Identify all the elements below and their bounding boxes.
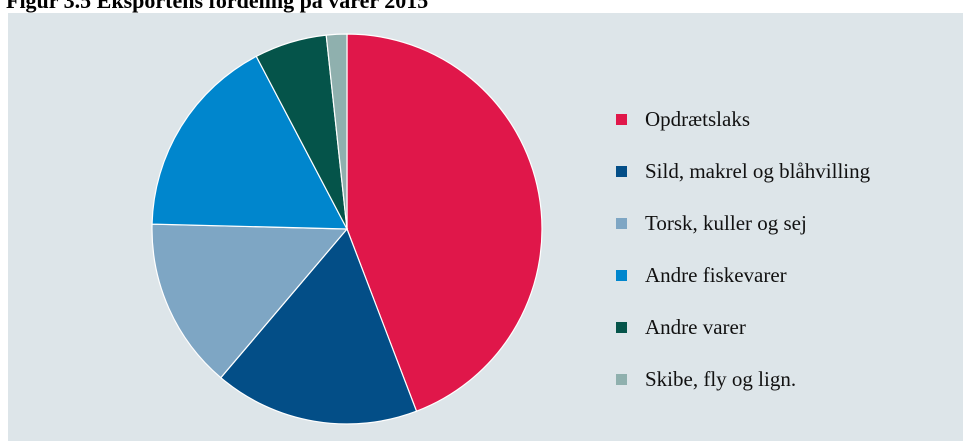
legend-item: Torsk, kuller og sej xyxy=(616,203,870,244)
chart-panel: Opdrætslaks Sild, makrel og blåhvilling To… xyxy=(8,13,963,441)
legend-swatch xyxy=(616,270,627,281)
figure-title: Figur 3.5 Eksportens fordeling på varer … xyxy=(6,0,429,13)
legend-swatch xyxy=(616,218,627,229)
legend-item: Andre varer xyxy=(616,307,870,348)
legend-item: Sild, makrel og blåhvilling xyxy=(616,151,870,192)
pie-slice-6 xyxy=(325,33,348,230)
legend-swatch xyxy=(616,322,627,333)
legend-item: Opdrætslaks xyxy=(616,99,870,140)
pie-slice-3 xyxy=(151,223,349,379)
legend-swatch xyxy=(616,166,627,177)
legend-label: Andre fiskevarer xyxy=(645,263,787,287)
legend-item: Andre fiskevarer xyxy=(616,255,870,296)
legend-label: Andre varer xyxy=(645,315,746,339)
pie-slice-4 xyxy=(151,55,349,230)
pie-chart xyxy=(151,33,543,425)
legend-swatch xyxy=(616,114,627,125)
chart-legend: Opdrætslaks Sild, makrel og blåhvilling To… xyxy=(616,99,870,411)
legend-label: Torsk, kuller og sej xyxy=(645,211,807,235)
legend-label: Sild, makrel og blåhvilling xyxy=(645,159,871,183)
legend-swatch xyxy=(616,374,627,385)
legend-label: Opdrætslaks xyxy=(645,107,750,131)
pie-slice-2 xyxy=(219,227,418,425)
legend-label: Skibe, fly og lign. xyxy=(645,367,797,391)
pie-slice-1 xyxy=(346,33,543,412)
legend-item: Skibe, fly og lign. xyxy=(616,359,870,400)
